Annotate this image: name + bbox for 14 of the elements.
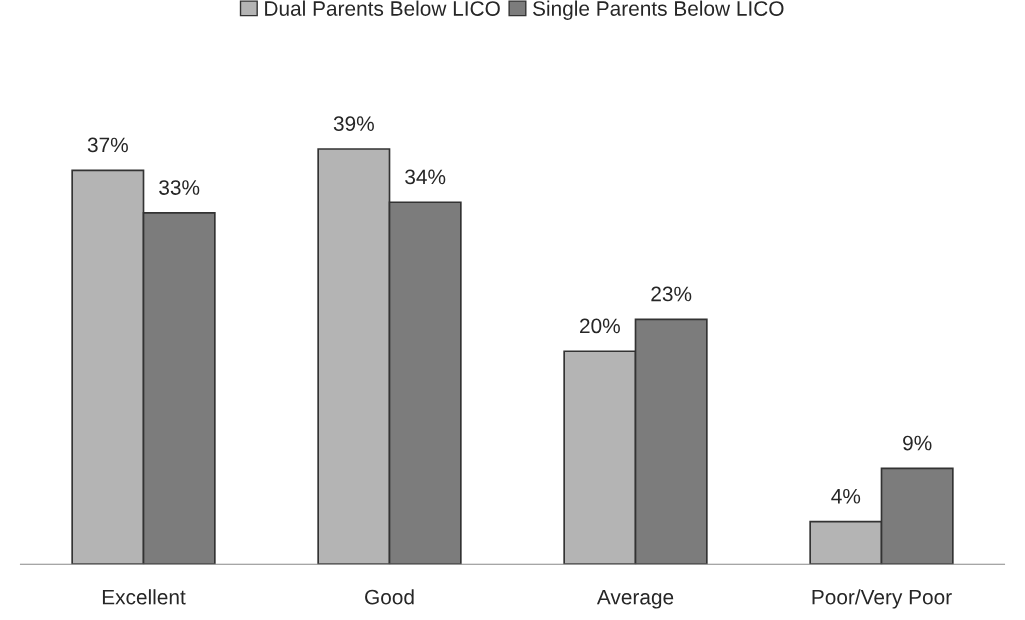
data-label: 20%	[580, 318, 620, 334]
data-label: 33%	[159, 180, 200, 195]
data-label: 23%	[651, 286, 692, 302]
data-label: 34%	[405, 169, 446, 185]
data-label: 39%	[333, 116, 374, 132]
data-label: 9%	[903, 435, 932, 451]
x-tick-label: Average	[596, 589, 674, 609]
x-tick-label: Poor/Very Poor	[812, 589, 952, 609]
data-label: 4%	[831, 488, 861, 504]
legend-label: Single Parents Below LICO	[533, 0, 784, 20]
legend-label: Dual Parents Below LICO	[265, 0, 500, 16]
x-tick-label: Good	[365, 589, 414, 605]
x-tick-label: Excellent	[102, 589, 186, 605]
data-label: 37%	[87, 137, 128, 153]
